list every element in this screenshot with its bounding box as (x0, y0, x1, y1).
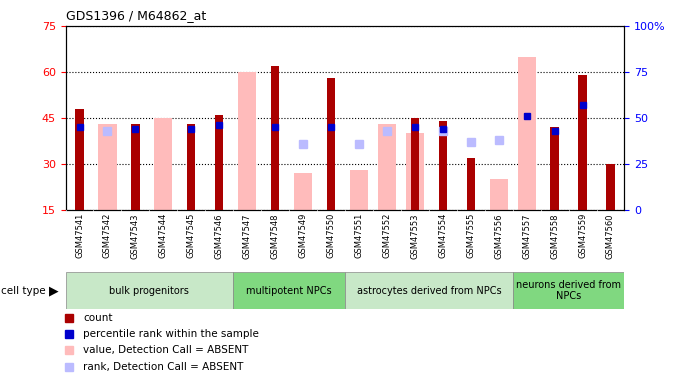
Text: bulk progenitors: bulk progenitors (110, 286, 189, 296)
Bar (75, 109, 83, 210)
Text: GSM47547: GSM47547 (243, 213, 252, 259)
Text: GSM47542: GSM47542 (103, 213, 112, 258)
Text: GSM47546: GSM47546 (215, 213, 224, 259)
Text: GSM47556: GSM47556 (494, 213, 503, 259)
Text: count: count (83, 313, 112, 322)
Bar (607, 164, 615, 210)
Bar (513, 272, 624, 309)
Text: GSM47552: GSM47552 (382, 213, 391, 258)
Bar (66, 272, 233, 309)
Bar (490, 179, 508, 210)
Text: multipotent NPCs: multipotent NPCs (246, 286, 332, 296)
Bar (238, 72, 256, 210)
Text: value, Detection Call = ABSENT: value, Detection Call = ABSENT (83, 345, 248, 355)
Text: GSM47545: GSM47545 (187, 213, 196, 258)
Bar (345, 272, 513, 309)
Text: GSM47554: GSM47554 (438, 213, 447, 258)
Text: GSM47559: GSM47559 (578, 213, 587, 258)
Bar (378, 124, 396, 210)
Text: GSM47544: GSM47544 (159, 213, 168, 258)
Bar (411, 118, 419, 210)
Bar (99, 124, 117, 210)
Bar (350, 170, 368, 210)
Text: GSM47558: GSM47558 (550, 213, 559, 259)
Bar (466, 158, 475, 210)
Bar (406, 134, 424, 210)
Bar (578, 75, 586, 210)
Text: ▶: ▶ (49, 284, 59, 297)
Text: GSM47553: GSM47553 (411, 213, 420, 259)
Text: percentile rank within the sample: percentile rank within the sample (83, 329, 259, 339)
Bar (271, 66, 279, 210)
Bar (233, 272, 345, 309)
Bar (294, 173, 312, 210)
Text: GSM47557: GSM47557 (522, 213, 531, 259)
Text: GSM47560: GSM47560 (606, 213, 615, 259)
Text: cell type: cell type (1, 286, 46, 296)
Text: GSM47548: GSM47548 (270, 213, 279, 259)
Text: GSM47555: GSM47555 (466, 213, 475, 258)
Bar (155, 118, 172, 210)
Text: GSM47541: GSM47541 (75, 213, 84, 258)
Bar (131, 124, 139, 210)
Bar (439, 121, 447, 210)
Text: rank, Detection Call = ABSENT: rank, Detection Call = ABSENT (83, 362, 244, 372)
Text: GSM47543: GSM47543 (131, 213, 140, 259)
Text: GDS1396 / M64862_at: GDS1396 / M64862_at (66, 9, 206, 22)
Text: astrocytes derived from NPCs: astrocytes derived from NPCs (357, 286, 501, 296)
Bar (518, 57, 535, 210)
Bar (187, 124, 195, 210)
Bar (327, 78, 335, 210)
Text: GSM47550: GSM47550 (326, 213, 335, 258)
Bar (551, 128, 559, 210)
Text: GSM47551: GSM47551 (355, 213, 364, 258)
Text: neurons derived from
NPCs: neurons derived from NPCs (516, 280, 621, 302)
Bar (215, 115, 224, 210)
Text: GSM47549: GSM47549 (299, 213, 308, 258)
